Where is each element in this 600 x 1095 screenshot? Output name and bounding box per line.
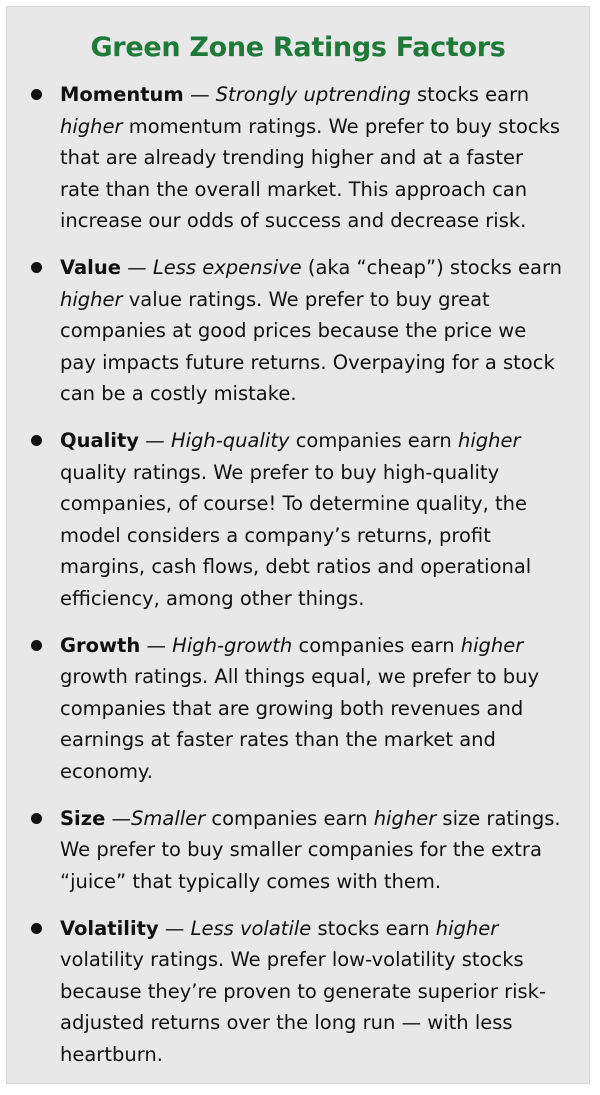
factor-name: Volatility bbox=[60, 916, 159, 940]
factor-lead-emphasis: Less volatile bbox=[190, 916, 312, 940]
panel-title: Green Zone Ratings Factors bbox=[90, 32, 506, 63]
factor-mid-text: stocks earn bbox=[311, 916, 436, 940]
factor-description: size ratings. We prefer to buy smaller c… bbox=[60, 806, 561, 893]
factor-item-momentum: Momentum — Strongly uptrending stocks ea… bbox=[7, 79, 567, 237]
factor-name: Growth bbox=[60, 633, 141, 657]
factor-second-emphasis: higher bbox=[373, 806, 437, 830]
factor-description: quality ratings. We prefer to buy high-q… bbox=[60, 460, 532, 610]
factor-second-emphasis: higher bbox=[460, 633, 524, 657]
bullet-icon bbox=[31, 89, 42, 100]
factor-mid-text: stocks earn bbox=[410, 83, 530, 106]
factor-second-emphasis: higher bbox=[60, 114, 123, 138]
factor-lead-emphasis: Smaller bbox=[131, 806, 206, 830]
factor-item-quality: Quality — High-quality companies earn hi… bbox=[7, 425, 567, 614]
factor-lead-emphasis: High-quality bbox=[170, 429, 290, 452]
factor-dash: — bbox=[139, 429, 171, 452]
factor-item-growth: Growth — High-growth companies earn high… bbox=[7, 630, 567, 788]
factor-dash: — bbox=[120, 256, 153, 279]
factor-second-emphasis: higher bbox=[60, 287, 123, 311]
factor-mid-text: companies earn bbox=[289, 429, 458, 452]
factor-name: Value bbox=[60, 256, 121, 279]
factor-description: volatility ratings. We prefer low-volati… bbox=[60, 948, 546, 1066]
factor-name: Size bbox=[60, 806, 106, 830]
ratings-factors-panel: Green Zone Ratings Factors Momentum — St… bbox=[6, 6, 590, 1084]
factor-item-value: Value — Less expensive (aka “cheap”) sto… bbox=[7, 252, 567, 410]
factor-name: Momentum bbox=[60, 83, 184, 106]
factor-lead-emphasis: Less expensive bbox=[152, 256, 302, 279]
factor-dash: — bbox=[140, 633, 173, 657]
factor-lead-emphasis: High-growth bbox=[172, 633, 293, 657]
factor-second-emphasis: higher bbox=[435, 916, 499, 940]
bullet-icon bbox=[31, 262, 42, 273]
factors-list: Momentum — Strongly uptrending stocks ea… bbox=[7, 79, 589, 1070]
factor-description: momentum ratings. We prefer to buy stock… bbox=[60, 114, 561, 233]
factor-second-emphasis: higher bbox=[457, 429, 521, 452]
bullet-icon bbox=[31, 639, 42, 651]
factor-dash: — bbox=[183, 83, 216, 106]
factor-dash: — bbox=[105, 806, 132, 830]
bullet-icon bbox=[31, 922, 42, 934]
factor-description: value ratings. We prefer to buy great co… bbox=[60, 287, 555, 406]
factor-dash: — bbox=[158, 916, 191, 940]
factor-name: Quality bbox=[60, 429, 140, 452]
factor-description: growth ratings. All things equal, we pre… bbox=[60, 665, 539, 783]
factor-item-size: Size —Smaller companies earn higher size… bbox=[7, 803, 567, 898]
factor-mid-text: companies earn bbox=[205, 806, 374, 830]
factor-mid-text: companies earn bbox=[292, 633, 461, 657]
bullet-icon bbox=[31, 812, 42, 824]
bullet-icon bbox=[31, 435, 42, 446]
factor-item-volatility: Volatility — Less volatile stocks earn h… bbox=[7, 913, 567, 1071]
factor-mid-text: (aka “cheap”) stocks earn bbox=[301, 256, 563, 279]
factor-lead-emphasis: Strongly uptrending bbox=[215, 83, 411, 106]
